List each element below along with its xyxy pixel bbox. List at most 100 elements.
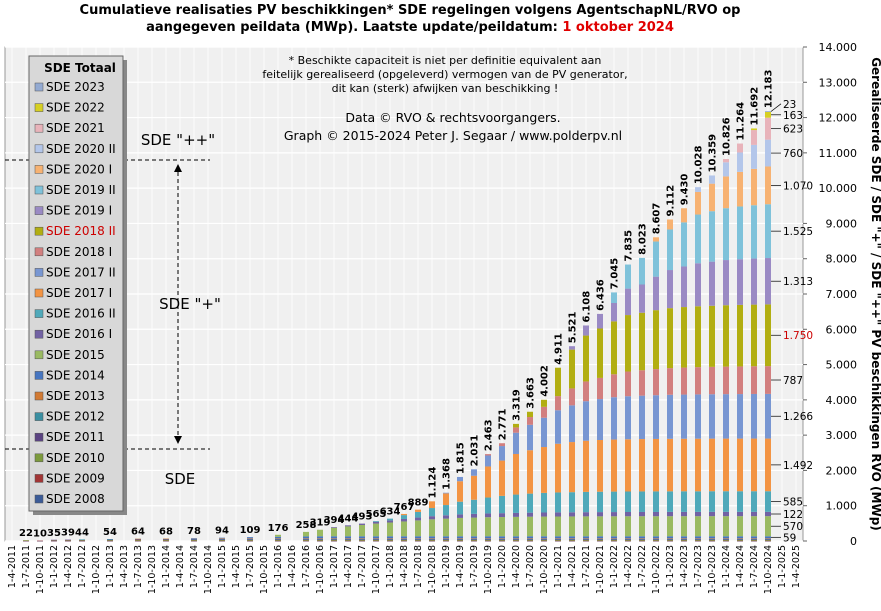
total-label: 8.607 <box>652 203 663 235</box>
bar-segment <box>457 540 463 542</box>
bar-segment <box>765 438 771 492</box>
bar-segment <box>191 539 197 541</box>
bar-segment <box>611 292 617 303</box>
bar-segment <box>303 539 309 541</box>
total-label: 565 <box>366 509 387 520</box>
total-label: 64 <box>131 527 145 538</box>
bar-segment <box>751 536 757 539</box>
bar-segment <box>737 152 743 172</box>
bar-segment <box>23 540 29 541</box>
bar-segment <box>695 539 701 541</box>
bar-segment <box>107 539 113 541</box>
segment-label: 1.525 <box>783 226 813 238</box>
bar-segment <box>681 491 687 512</box>
bar-segment <box>415 536 421 539</box>
total-label: 767 <box>394 502 415 513</box>
bar-segment <box>765 539 771 541</box>
bar-segment <box>485 466 491 498</box>
bar-segment <box>107 539 113 541</box>
total-label: 2.771 <box>498 409 509 441</box>
bar-segment <box>583 381 589 402</box>
bar-segment <box>303 539 309 541</box>
bar-segment <box>457 517 463 537</box>
bar-segment <box>667 491 673 512</box>
zone-label: SDE "++" <box>141 131 215 149</box>
segment-label: 59 <box>783 532 796 544</box>
bar-segment <box>541 516 547 537</box>
bar-segment <box>569 539 575 541</box>
bar-segment <box>583 540 589 542</box>
bar-segment <box>471 538 477 540</box>
bar-segment <box>373 523 379 537</box>
bar-segment <box>345 539 351 541</box>
bar-segment <box>765 511 771 517</box>
bar-segment <box>597 512 603 517</box>
bar-segment <box>765 166 771 205</box>
total-label: 634 <box>380 507 401 518</box>
y-tick-label: 9.000 <box>826 217 858 230</box>
bar-segment <box>499 460 505 496</box>
x-tick-label: 1-7-2022 <box>637 545 648 588</box>
total-label: 3.319 <box>512 389 523 421</box>
bar-segment <box>485 539 491 541</box>
bar-segment <box>541 492 547 513</box>
y-tick-label: 13.000 <box>819 76 858 89</box>
bar-segment <box>681 538 687 540</box>
bar-segment <box>387 539 393 541</box>
bar-segment <box>527 539 533 541</box>
bar-segment <box>765 111 771 112</box>
bar-segment <box>625 538 631 540</box>
total-label: 394 <box>324 515 345 526</box>
bar-segment <box>709 516 715 537</box>
x-tick-label: 1-10-2022 <box>651 545 662 594</box>
bar-segment <box>751 168 757 206</box>
bar-segment <box>681 438 687 492</box>
bar-segment <box>569 405 575 443</box>
bar-segment <box>303 540 309 542</box>
bar-segment <box>765 117 771 140</box>
total-label: 10.826 <box>722 117 733 156</box>
bar-segment <box>597 440 603 492</box>
bar-segment <box>723 538 729 540</box>
bar-segment <box>135 539 141 541</box>
bar-segment <box>625 315 631 372</box>
bar-segment <box>275 538 281 539</box>
bar-segment <box>639 284 645 313</box>
bar-segment <box>527 493 533 513</box>
bar-segment <box>625 536 631 539</box>
bar-segment <box>401 539 407 541</box>
total-label: 493 <box>352 512 373 523</box>
bar-segment <box>373 538 379 540</box>
bar-segment <box>653 538 659 539</box>
bar-segment <box>709 211 715 262</box>
note: dit kan (sterk) afwijken van beschikking… <box>332 82 559 95</box>
legend-swatch <box>34 432 44 442</box>
total-label: 54 <box>103 527 117 538</box>
bar-segment <box>485 538 491 539</box>
bar-segment <box>541 406 547 418</box>
bar-segment <box>653 539 659 541</box>
label-leader <box>770 103 782 112</box>
y-tick-label: 11.000 <box>819 147 858 160</box>
x-tick-label: 1-4-2020 <box>511 545 522 588</box>
bar-segment <box>79 540 85 542</box>
bar-segment <box>583 440 589 492</box>
bar-segment <box>345 536 351 539</box>
bar-segment <box>499 540 505 542</box>
bar-segment <box>625 439 631 492</box>
bar-segment <box>667 308 673 369</box>
bar-segment <box>345 538 351 540</box>
bar-segment <box>499 513 505 518</box>
bar-segment <box>555 539 561 541</box>
bar-segment <box>695 538 701 539</box>
segment-label: 1.070 <box>783 180 813 192</box>
bar-segment <box>513 536 519 539</box>
bar-segment <box>247 539 253 541</box>
x-tick-label: 1-4-2024 <box>735 545 746 588</box>
x-tick-label: 1-7-2014 <box>189 545 200 588</box>
bar-segment <box>107 540 113 542</box>
legend-swatch <box>34 103 44 112</box>
bar-segment <box>401 536 407 539</box>
bar-segment <box>723 158 729 163</box>
bar-segment <box>541 512 547 517</box>
